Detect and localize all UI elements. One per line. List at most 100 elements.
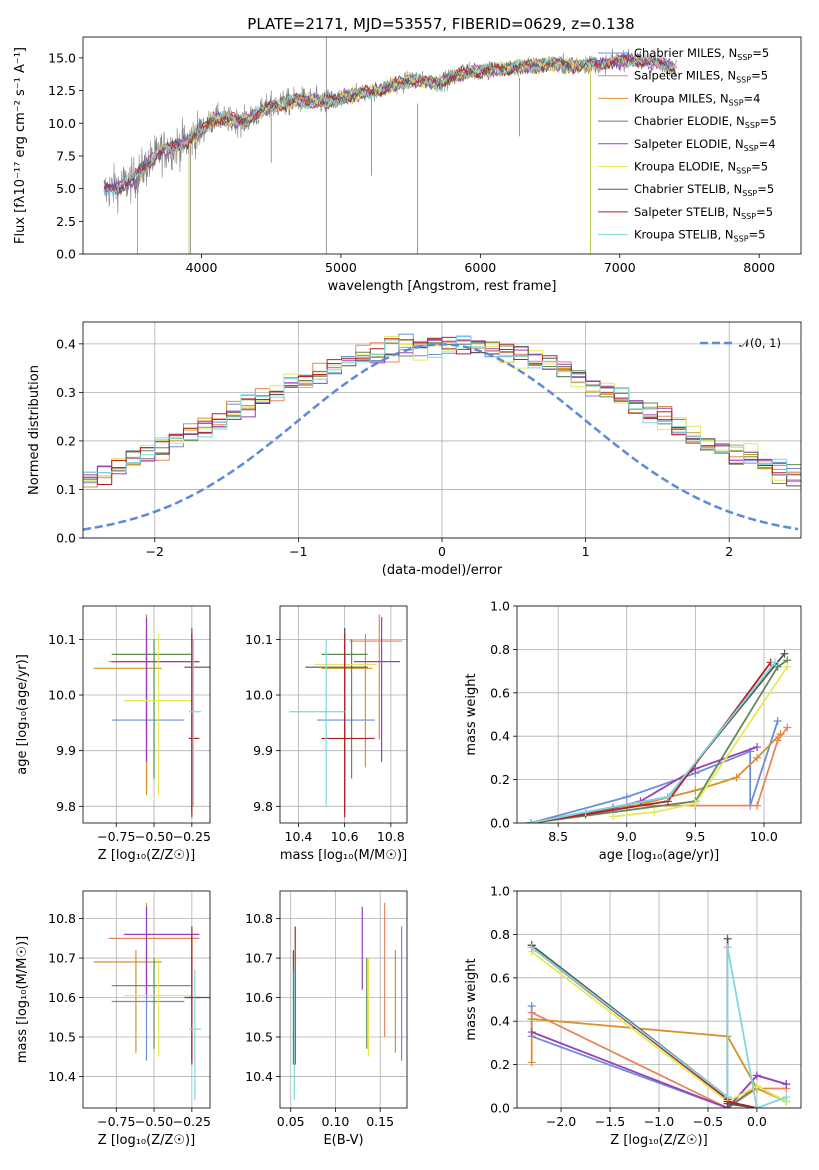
x-tick-label: −0.50 — [135, 1114, 173, 1129]
weight-marker — [780, 649, 789, 658]
y-tick-label: 10.7 — [245, 951, 273, 966]
x-axis-label: (data-model)/error — [382, 563, 503, 578]
errorbar-kroupa-elodie — [314, 633, 377, 796]
weight-marker — [752, 1071, 761, 1080]
weight-marker — [776, 730, 785, 739]
y-tick-label: 10.7 — [48, 951, 76, 966]
panel-EBV-mass: 0.05 0.10 0.15 10.4 10.5 10.6 10.7 10.8 E(B-V) — [245, 890, 408, 1148]
x-tick-label: −1 — [289, 544, 307, 559]
weight-line-chabrier-stelib — [531, 938, 758, 1108]
y-tick-label: 10.6 — [48, 990, 76, 1005]
model-spectrum-salpeter-stelib — [103, 54, 676, 197]
x-tick-label: −2 — [146, 544, 164, 559]
weight-marker — [622, 792, 631, 801]
weight-marker — [527, 1028, 536, 1037]
x-tick-label: −0.50 — [135, 829, 173, 844]
x-tick-label: 8000 — [743, 260, 775, 275]
legend-label-chabrier-elodie: Chabrier ELODIE, NSSP=5 — [634, 114, 777, 130]
weight-marker — [691, 799, 700, 808]
weight-marker — [527, 1015, 536, 1024]
y-tick-label: 10.0 — [48, 116, 76, 131]
panel-residual-histogram: −2 −1 0 1 2 0.0 0.1 0.2 0.3 0.4 (data-model)/error… — [27, 321, 802, 578]
legend-count: =5 — [757, 182, 774, 196]
x-tick-label: 9.5 — [685, 829, 705, 844]
errorbar-kroupa-elodie — [123, 633, 192, 796]
histogram-salpeter-stelib — [83, 336, 801, 485]
legend-label-normal: 𝒩(0, 1) — [739, 336, 781, 350]
y-tick-label: 10.1 — [48, 632, 76, 647]
legend-count: =5 — [760, 114, 777, 128]
weight-marker — [650, 808, 659, 817]
y-axis-label: mass weight — [464, 673, 479, 755]
y-tick-label: 0.2 — [490, 772, 510, 787]
errorbar-chabrier-elodie — [111, 639, 192, 779]
y-tick-label: 1.0 — [490, 599, 510, 614]
x-axis-label: Z [log₁₀(Z/Z☉)] — [98, 1133, 195, 1148]
panel-mass-age: 10.4 10.6 10.8 9.8 9.9 10.0 10.1 mass [log₁₀(M/… — [245, 605, 408, 863]
y-tick-label: 2.5 — [56, 214, 76, 229]
weight-marker — [753, 801, 762, 810]
y-tick-label: 10.5 — [48, 1029, 76, 1044]
y-axis-label: age [log₁₀(age/yr)] — [15, 654, 30, 775]
y-tick-label: 10.4 — [48, 1069, 76, 1084]
errorbar-salpeter-stelib — [188, 633, 200, 818]
y-tick-label: 0.8 — [490, 927, 510, 942]
axes-frame — [279, 890, 408, 1109]
errorbar-kroupa-stelib — [289, 639, 345, 807]
weight-line-kroupa-stelib — [530, 661, 776, 823]
y-tick-label: 0.6 — [490, 970, 510, 985]
errorbar-chabrier-miles — [111, 628, 185, 790]
x-tick-label: 10.4 — [285, 829, 313, 844]
weight-marker — [663, 792, 672, 801]
x-tick-label: −0.5 — [693, 1114, 723, 1129]
legend-label-chabrier-stelib: Chabrier STELIB, NSSP=5 — [634, 182, 774, 198]
legend-count: =4 — [759, 137, 776, 151]
legend-count: =5 — [756, 205, 773, 219]
legend-label-kroupa-elodie: Kroupa ELODIE, NSSP=5 — [634, 160, 768, 176]
legend-subscript: SSP — [737, 53, 752, 62]
errorbar-chabrier-stelib — [184, 628, 210, 812]
plot-area — [93, 902, 210, 1101]
legend-count: =5 — [749, 228, 766, 242]
grid-lines — [280, 891, 407, 1108]
x-tick-label: 0 — [438, 544, 446, 559]
errorbar-kroupa-miles — [93, 950, 162, 1053]
weight-marker — [770, 658, 779, 667]
y-tick-label: 7.5 — [56, 148, 76, 163]
weight-line-salpeter-elodie — [531, 1031, 787, 1108]
legend: Chabrier MILES, NSSP=5 Salpeter MILES, NS… — [598, 46, 777, 244]
legend-count: =5 — [751, 160, 768, 174]
x-axis-label: E(B-V) — [323, 1133, 363, 1148]
y-tick-label: 0.8 — [490, 642, 510, 657]
y-tick-label: 0.6 — [490, 685, 510, 700]
legend-label-salpeter-miles: Salpeter MILES, NSSP=5 — [634, 69, 768, 85]
weight-line-kroupa-miles — [530, 733, 782, 823]
y-tick-label: 0.0 — [56, 247, 76, 262]
weight-line-kroupa-elodie — [531, 951, 787, 1103]
weight-marker — [783, 662, 792, 671]
y-axis-label: Normed distribution — [27, 365, 42, 495]
x-tick-label: 8.5 — [548, 829, 568, 844]
y-tick-label: 10.4 — [245, 1069, 273, 1084]
weight-marker — [753, 753, 762, 762]
x-tick-label: 10.6 — [331, 829, 359, 844]
errorbar-chabrier-miles — [111, 950, 185, 1061]
model-spectrum-chabrier-miles — [103, 53, 676, 194]
y-tick-label: 10.0 — [48, 688, 76, 703]
weight-line-salpeter-stelib — [530, 661, 772, 823]
legend-label-salpeter-stelib: Salpeter STELIB, NSSP=5 — [634, 205, 773, 221]
panel-spectrum: 4000 5000 6000 7000 8000 0.0 2.5 5.0 7.5 10.0 12.5… — [13, 36, 802, 294]
y-tick-label: 10.8 — [245, 911, 273, 926]
weight-marker — [753, 743, 762, 752]
model-spectrum-salpeter-elodie — [103, 52, 676, 195]
y-axis-label: Flux [fλ10⁻¹⁷ erg cm⁻² s⁻¹ A⁻¹] — [13, 47, 28, 244]
weight-line-salpeter-miles — [530, 726, 789, 823]
y-tick-label: 0.3 — [56, 385, 76, 400]
weight-marker — [723, 1093, 732, 1102]
errorbar-chabrier-stelib — [184, 934, 210, 1065]
axes-frame — [82, 890, 211, 1109]
x-tick-label: 2 — [725, 544, 733, 559]
weight-marker — [752, 1082, 761, 1091]
axes-frame — [82, 321, 802, 539]
errorbar-kroupa-miles — [321, 633, 373, 768]
